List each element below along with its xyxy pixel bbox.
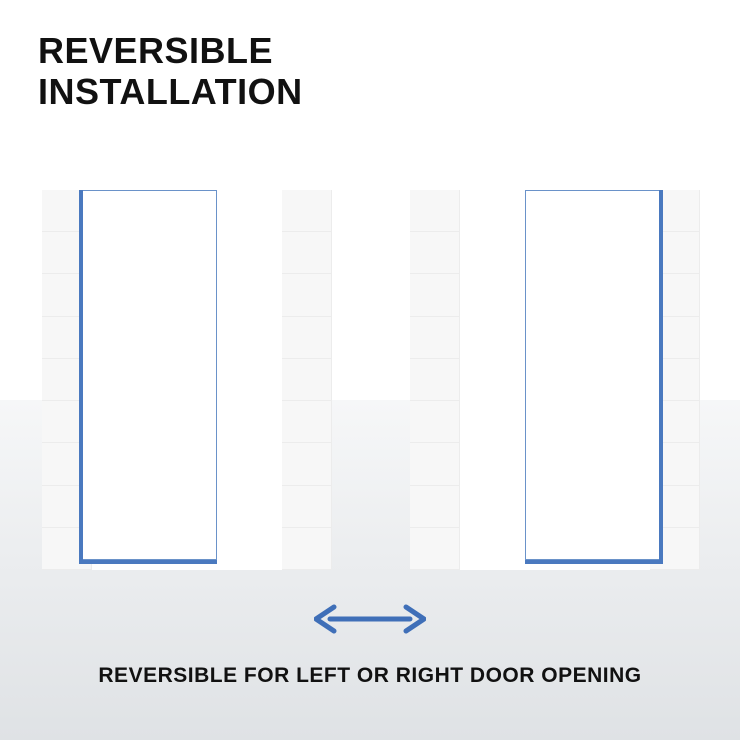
doors-diagram: [0, 190, 740, 570]
wall-tile: [282, 359, 332, 401]
wall-tile: [282, 274, 332, 316]
tile-column-left: [410, 190, 460, 570]
title-line-1: REVERSIBLE: [38, 30, 303, 71]
wall-tile: [410, 486, 460, 528]
wall-tile: [282, 528, 332, 570]
door-trim-vertical: [659, 190, 663, 564]
wall-tile: [410, 232, 460, 274]
door-assembly-right: [410, 190, 700, 570]
wall-tile: [410, 190, 460, 232]
reversible-arrow: [0, 600, 740, 643]
wall-tile: [282, 190, 332, 232]
door-trim-vertical: [79, 190, 83, 564]
wall-tile: [410, 317, 460, 359]
door-glass-panel: [82, 190, 217, 560]
wall-tile: [282, 443, 332, 485]
wall-tile: [282, 232, 332, 274]
door-assembly-left: [42, 190, 332, 570]
door-glass-panel: [525, 190, 660, 560]
title-line-2: INSTALLATION: [38, 71, 303, 112]
wall-tile: [410, 274, 460, 316]
wall-tile: [410, 528, 460, 570]
page-title: REVERSIBLE INSTALLATION: [38, 30, 303, 113]
caption-text: REVERSIBLE FOR LEFT OR RIGHT DOOR OPENIN…: [0, 664, 740, 688]
wall-tile: [282, 401, 332, 443]
tile-column-right: [282, 190, 332, 570]
wall-tile: [282, 317, 332, 359]
door-trim-bottom: [525, 560, 663, 564]
wall-tile: [410, 359, 460, 401]
wall-tile: [282, 486, 332, 528]
double-arrow-icon: [314, 600, 426, 638]
wall-tile: [410, 443, 460, 485]
wall-tile: [410, 401, 460, 443]
door-trim-bottom: [79, 560, 217, 564]
